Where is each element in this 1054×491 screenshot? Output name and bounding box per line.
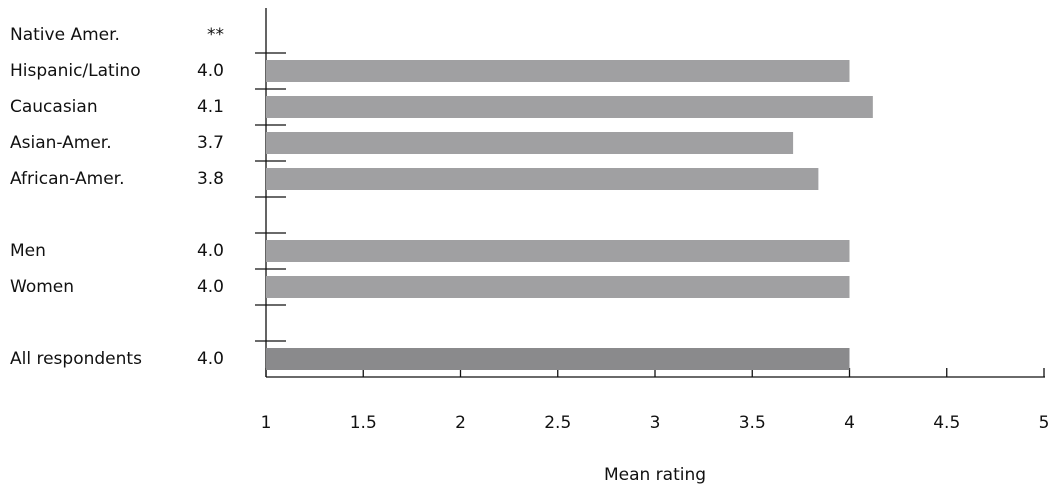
value-label: 4.1: [197, 97, 224, 117]
category-label: Women: [10, 277, 74, 297]
category-label: Asian-Amer.: [10, 133, 112, 153]
value-label: **: [207, 25, 224, 45]
value-label: 3.8: [197, 169, 224, 189]
bar: [266, 60, 850, 82]
value-label: 4.0: [197, 61, 224, 81]
value-label: 4.0: [197, 349, 224, 369]
bar: [266, 168, 819, 190]
category-label: Men: [10, 241, 46, 261]
x-axis-label: Mean rating: [604, 465, 706, 485]
category-label: All respondents: [10, 349, 142, 369]
value-label: 4.0: [197, 241, 224, 261]
x-tick-label: 3.5: [739, 413, 766, 433]
bar: [266, 132, 794, 154]
bar: [266, 276, 850, 298]
value-label: 3.7: [197, 133, 224, 153]
x-tick-label: 4: [844, 413, 855, 433]
category-label: African-Amer.: [10, 169, 125, 189]
category-label: Hispanic/Latino: [10, 61, 141, 81]
x-tick-label: 2.5: [544, 413, 571, 433]
x-tick-label: 4.5: [933, 413, 960, 433]
x-tick-label: 3: [650, 413, 661, 433]
x-tick-label: 5: [1039, 413, 1050, 433]
bar: [266, 96, 873, 118]
x-tick-label: 1: [261, 413, 272, 433]
x-tick-label: 2: [455, 413, 466, 433]
bar: [266, 348, 850, 370]
category-label: Native Amer.: [10, 25, 120, 45]
bar: [266, 240, 850, 262]
category-label: Caucasian: [10, 97, 98, 117]
x-tick-label: 1.5: [350, 413, 377, 433]
value-label: 4.0: [197, 277, 224, 297]
